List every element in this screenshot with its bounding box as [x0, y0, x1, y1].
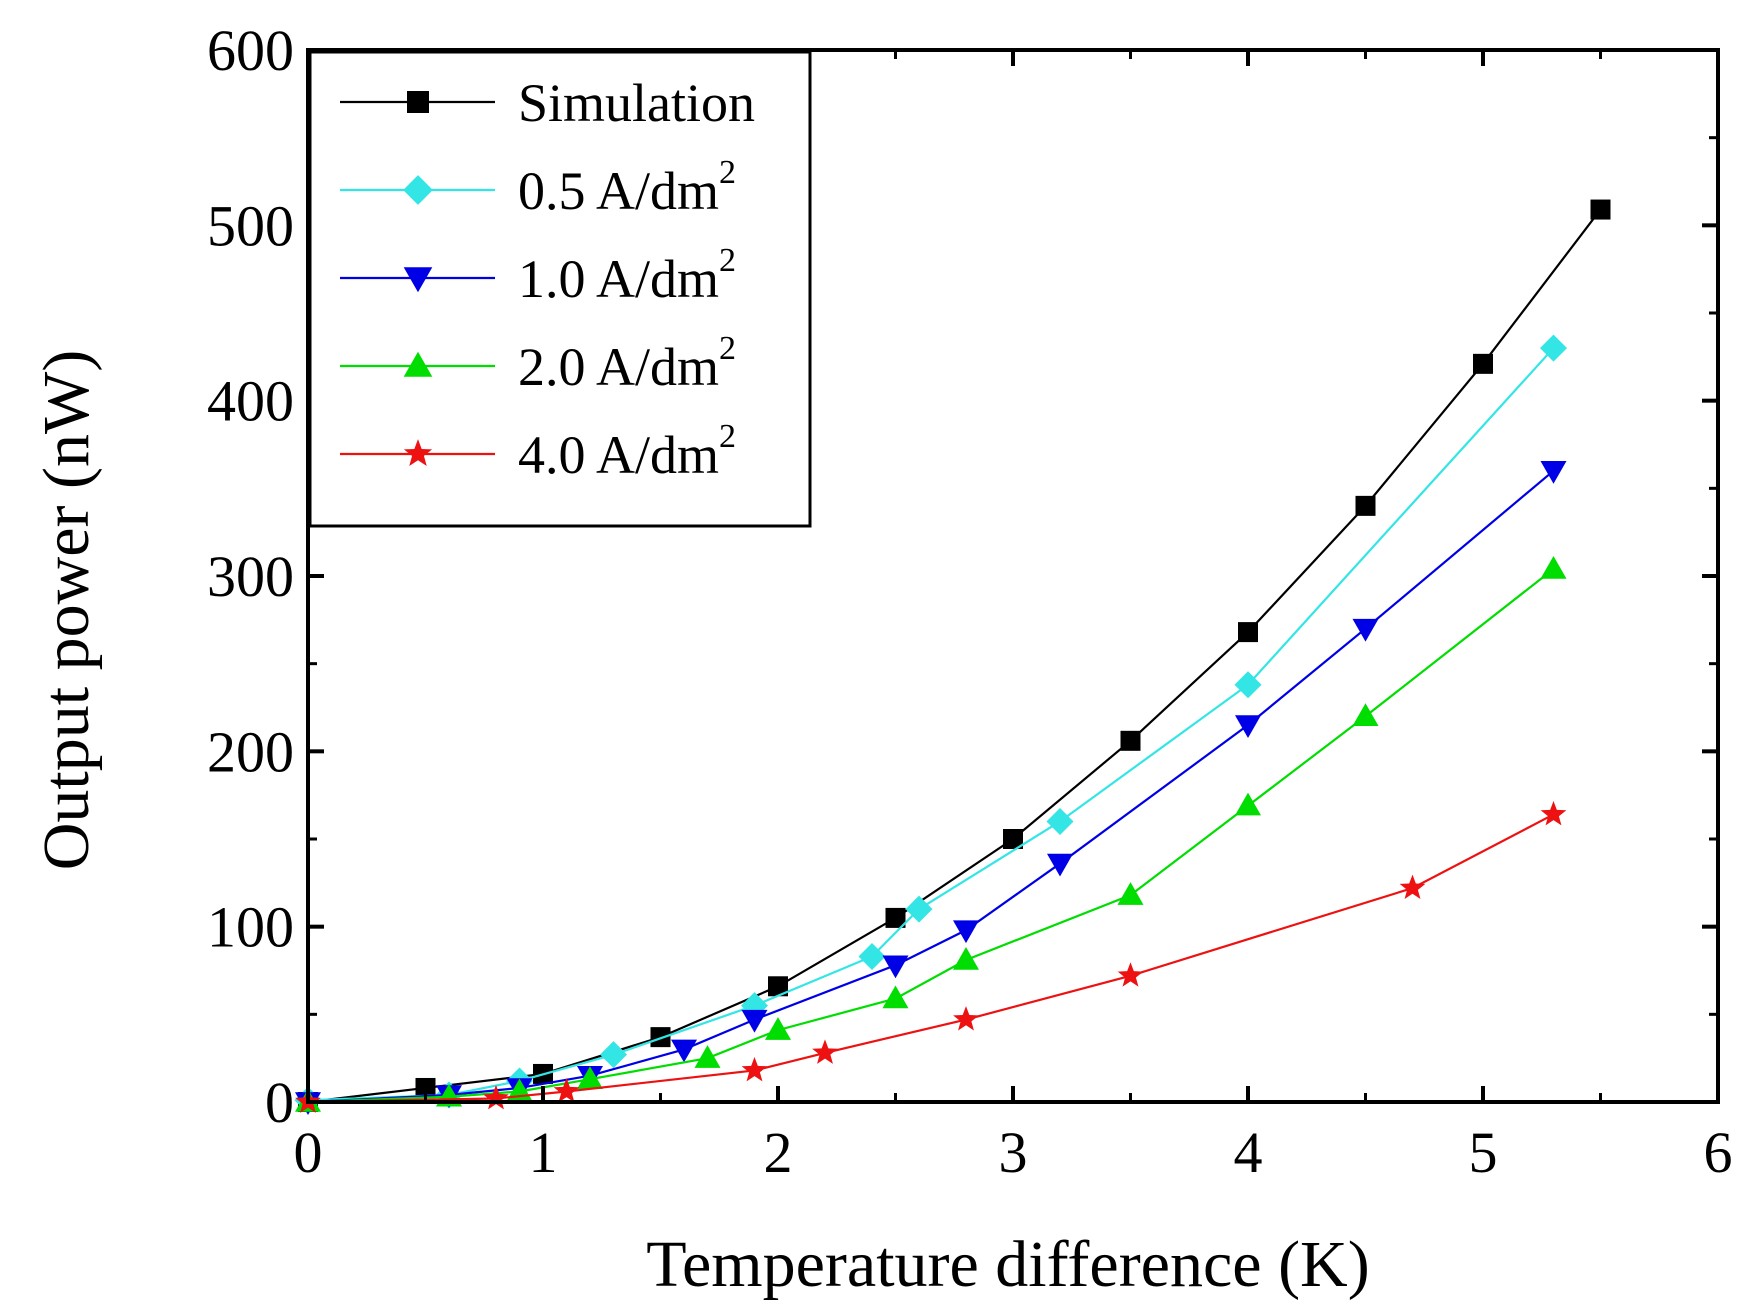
data-point [741, 1056, 768, 1082]
data-point [1117, 962, 1144, 987]
x-axis-title: Temperature difference (K) [646, 1228, 1369, 1301]
y-tick-label: 100 [207, 895, 294, 960]
series-line [307, 568, 1555, 1104]
data-point [953, 946, 979, 970]
axes-layer: 0 1 2 3 4 5 6 0 100 200 300 400 500 600 [207, 18, 1733, 1185]
legend-label: 1.0 A/dm2 [518, 242, 736, 309]
data-point [600, 1041, 627, 1069]
data-point [1234, 671, 1262, 699]
legend-label-superscript: 2 [719, 242, 736, 279]
legend-marker [403, 267, 433, 293]
legend-box [308, 50, 812, 528]
legend-label: Simulation [518, 73, 755, 133]
data-point [650, 1027, 671, 1048]
data-point [1352, 703, 1379, 727]
x-tick-label: 6 [1704, 1120, 1733, 1185]
x-tick-label: 2 [764, 1120, 793, 1185]
y-axis-title: Output power (nW) [30, 350, 103, 871]
data-point [1047, 853, 1073, 877]
data-point [1117, 882, 1144, 905]
data-point [905, 895, 933, 923]
data-point [1540, 800, 1567, 826]
legend-item: 1.0 A/dm2 [340, 242, 736, 309]
data-point [694, 1045, 721, 1068]
y-tick-label: 500 [207, 193, 294, 258]
data-point [1120, 730, 1141, 751]
legend-label: 2.0 A/dm2 [518, 330, 736, 397]
y-tick-label: 400 [207, 369, 294, 434]
legend: Simulation 0.5 A/dm2 1.0 A/dm2 2.0 A/dm2 4.0… [308, 50, 812, 528]
data-point [741, 1009, 768, 1033]
x-tick-label: 4 [1234, 1120, 1263, 1185]
data-point [1352, 618, 1379, 642]
series-5 [295, 800, 1567, 1113]
series-line [307, 347, 1555, 1102]
data-point [1355, 495, 1376, 516]
data-point [1238, 622, 1258, 643]
legend-marker [403, 439, 433, 467]
y-tick-label: 300 [207, 544, 294, 609]
x-tick-label: 0 [294, 1120, 323, 1185]
x-tick-label: 5 [1469, 1120, 1498, 1185]
series-4 [295, 555, 1567, 1112]
data-point [768, 976, 788, 997]
data-point [953, 1006, 979, 1031]
y-tick-label: 0 [265, 1070, 294, 1135]
data-point [1046, 807, 1074, 835]
data-point [1003, 829, 1023, 849]
series-1 [298, 199, 1611, 1112]
data-point [415, 1077, 436, 1098]
data-point [1399, 874, 1426, 900]
x-tick-label: 1 [529, 1120, 558, 1185]
data-point [765, 1017, 791, 1040]
data-point [1540, 555, 1567, 579]
legend-label-superscript: 2 [719, 330, 736, 367]
data-point [1590, 199, 1611, 220]
legend-label: 4.0 A/dm2 [518, 418, 736, 485]
data-point [1540, 461, 1567, 484]
data-point [1235, 792, 1261, 816]
data-point [1473, 353, 1493, 374]
data-point [483, 1084, 509, 1110]
x-tick-label: 3 [999, 1120, 1028, 1185]
data-point [577, 1066, 603, 1089]
data-point [858, 942, 886, 970]
legend-label-superscript: 2 [719, 154, 736, 191]
legend-label-superscript: 2 [719, 418, 736, 455]
series-line [307, 813, 1555, 1104]
data-point [553, 1077, 580, 1103]
legend-marker [403, 175, 433, 205]
legend-item: 4.0 A/dm2 [340, 418, 736, 485]
legend-item: Simulation [340, 73, 755, 133]
data-point [882, 985, 909, 1009]
legend-item: 0.5 A/dm2 [340, 154, 736, 221]
data-point [885, 907, 906, 928]
data-point [1540, 334, 1567, 362]
data-point [953, 920, 979, 944]
data-point [1235, 715, 1261, 739]
data-point [882, 955, 909, 979]
legend-item: 2.0 A/dm2 [340, 330, 736, 397]
y-tick-label: 600 [207, 18, 294, 83]
data-point [671, 1039, 697, 1063]
y-tick-label: 200 [207, 719, 294, 784]
series-layer [294, 199, 1611, 1115]
legend-label: 0.5 A/dm2 [518, 154, 736, 221]
data-point [812, 1039, 838, 1064]
series-3 [295, 461, 1567, 1115]
legend-marker [407, 91, 429, 113]
legend-marker [403, 351, 433, 377]
series-line [307, 469, 1555, 1104]
